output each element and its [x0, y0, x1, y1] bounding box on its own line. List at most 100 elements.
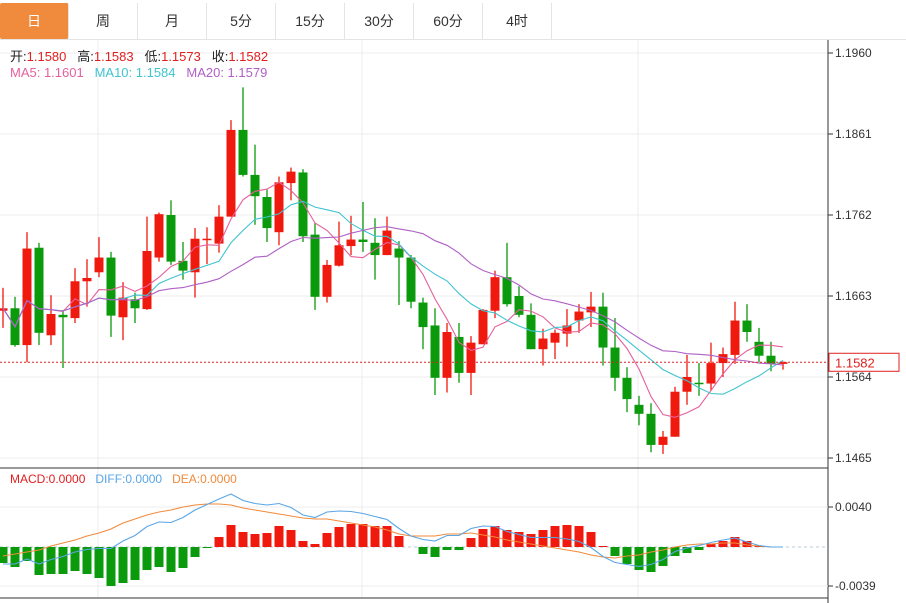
low-value: 1.1573	[161, 49, 201, 64]
diff-value: DIFF:0.0000	[95, 472, 163, 486]
macd-bar	[370, 526, 380, 547]
candle-up	[154, 214, 164, 258]
macd-bar	[22, 547, 32, 561]
macd-bar	[454, 547, 464, 550]
macd-bar	[694, 547, 704, 550]
ma10-line	[2, 200, 784, 395]
candle-up	[286, 171, 296, 184]
macd-bar	[514, 532, 524, 547]
tab-60min[interactable]: 60分	[414, 3, 483, 39]
macd-bar	[286, 530, 296, 547]
candle-down	[106, 257, 116, 316]
macd-tick-label: -0.0039	[835, 579, 876, 593]
macd-bar	[0, 547, 8, 563]
tab-15min[interactable]: 15分	[276, 3, 345, 39]
candle-up	[94, 257, 104, 273]
macd-bar	[58, 547, 68, 574]
candle-down	[178, 260, 188, 271]
macd-bar	[598, 546, 608, 547]
macd-bar	[262, 533, 272, 547]
ma10-value: MA10: 1.1584	[94, 65, 176, 80]
y-tick-label: 1.1861	[835, 127, 872, 141]
macd-bar	[718, 541, 728, 547]
candle-down	[514, 296, 524, 315]
macd-bar	[574, 526, 584, 547]
macd-bar	[358, 524, 368, 547]
macd-bar	[430, 547, 440, 557]
macd-bar	[130, 547, 140, 580]
candle-down	[130, 299, 140, 309]
candle-up	[142, 251, 152, 310]
candle-down	[634, 404, 644, 414]
ma-legend: MA5: 1.1601 MA10: 1.1584 MA20: 1.1579	[10, 65, 267, 80]
last-price-label: 1.1582	[835, 355, 875, 370]
candle-up	[658, 436, 668, 445]
macd-bar	[118, 547, 128, 583]
candle-down	[250, 174, 260, 197]
macd-bar	[610, 547, 620, 556]
dea-value: DEA:0.0000	[172, 472, 237, 486]
candle-up	[706, 363, 716, 384]
candle-up	[346, 239, 356, 247]
ma5-value: MA5: 1.1601	[10, 65, 84, 80]
candle-up	[538, 338, 548, 350]
candle-down	[598, 306, 608, 348]
candle-down	[766, 355, 776, 364]
macd-bar	[550, 526, 560, 547]
tab-30min[interactable]: 30分	[345, 3, 414, 39]
tab-5min[interactable]: 5分	[207, 3, 276, 39]
candle-up	[82, 278, 92, 282]
candle-down	[454, 336, 464, 373]
candle-up	[442, 332, 452, 378]
candle-down	[610, 347, 620, 378]
period-tabs: 日 周 月 5分 15分 30分 60分 4时	[0, 3, 906, 40]
candles	[0, 87, 788, 454]
macd-bar	[142, 547, 152, 570]
macd-bar	[682, 547, 692, 553]
candle-down	[262, 197, 272, 229]
y-tick-label: 1.1762	[835, 208, 872, 222]
tab-4hour[interactable]: 4时	[483, 3, 552, 39]
macd-bar	[34, 547, 44, 575]
close-value: 1.1582	[228, 49, 269, 64]
candle-down	[502, 277, 512, 305]
macd-bar	[526, 534, 536, 547]
macd-bar	[658, 547, 668, 566]
macd-bar	[46, 547, 56, 574]
open-label: 开:	[10, 49, 27, 64]
candle-up	[574, 311, 584, 321]
candle-up	[682, 377, 692, 392]
candle-up	[118, 297, 128, 318]
tab-day[interactable]: 日	[0, 3, 69, 39]
macd-bar	[154, 547, 164, 567]
macd-bar	[82, 547, 92, 574]
macd-bar	[706, 544, 716, 547]
macd-value: MACD:0.0000	[10, 472, 86, 486]
macd-bar	[346, 524, 356, 547]
candle-up	[718, 354, 728, 364]
macd-bar	[334, 527, 344, 547]
candle-down	[418, 302, 428, 328]
macd-bar	[250, 534, 260, 547]
last-price-box	[828, 352, 900, 372]
candle-up	[730, 320, 740, 355]
macd-bar	[442, 547, 452, 550]
high-value: 1.1583	[93, 49, 134, 64]
macd-bar	[562, 525, 572, 547]
macd-bar	[394, 536, 404, 547]
tab-week[interactable]: 周	[69, 3, 138, 39]
candle-up	[334, 245, 344, 266]
close-label: 收:	[211, 49, 229, 64]
macd-bar	[538, 530, 548, 547]
macd-bar	[322, 533, 332, 547]
candle-up	[322, 264, 332, 297]
candle-up	[190, 238, 200, 273]
tab-month[interactable]: 月	[138, 3, 207, 39]
y-tick-label: 1.1663	[835, 289, 872, 303]
candle-up	[22, 248, 32, 346]
dea-line	[2, 503, 783, 559]
candle-down	[694, 382, 704, 385]
candle-down	[358, 239, 368, 242]
macd-bar	[586, 532, 596, 547]
